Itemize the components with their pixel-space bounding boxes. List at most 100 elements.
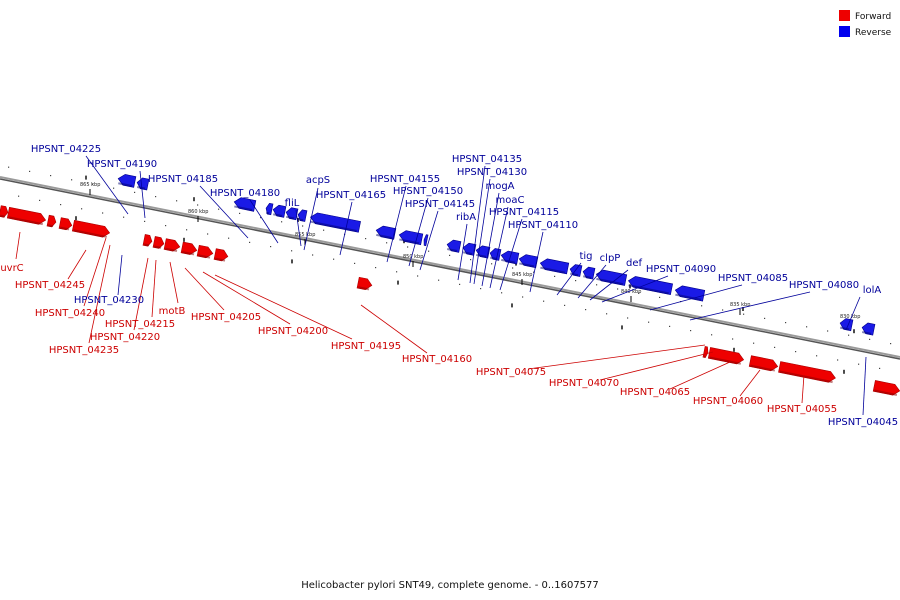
gene-body xyxy=(152,236,165,249)
tick-dot xyxy=(113,187,115,189)
tick-dot xyxy=(207,233,209,235)
tick-dot xyxy=(638,292,640,294)
forward-gene xyxy=(6,206,47,226)
reverse-gene xyxy=(297,209,308,222)
reverse-gene-label: HPSNT_04190 xyxy=(87,159,157,170)
tick-dot xyxy=(491,263,493,265)
forward-gene-label-leader xyxy=(83,237,107,307)
forward-gene-label: HPSNT_04055 xyxy=(767,404,837,415)
reverse-gene-label: HPSNT_04110 xyxy=(508,220,578,231)
tick-dot xyxy=(606,313,608,315)
reverse-gene-label-leader xyxy=(408,197,429,267)
gene-shadow xyxy=(73,229,107,238)
reverse-gene-label: def xyxy=(626,258,643,269)
reverse-gene xyxy=(500,250,520,265)
gene-shadow xyxy=(234,205,253,211)
gene-shadow xyxy=(60,226,70,231)
gene-body xyxy=(0,205,9,218)
reverse-gene-label: HPSNT_04045 xyxy=(828,417,898,428)
tick-dot xyxy=(197,204,199,206)
tick-dot xyxy=(890,343,892,345)
gene-shadow xyxy=(8,216,43,226)
reverse-gene-label-leader xyxy=(139,170,146,219)
gene-shadow xyxy=(840,326,850,331)
gene-shadow xyxy=(709,356,742,365)
reverse-gene-label: ribA xyxy=(456,212,476,223)
tick-dot xyxy=(134,191,136,193)
gene-shadow xyxy=(463,251,473,255)
reverse-gene-label-leader xyxy=(85,155,129,215)
reverse-gene xyxy=(272,204,287,218)
forward-gene-label: HPSNT_04065 xyxy=(620,387,690,398)
gene-shadow xyxy=(273,213,283,217)
gene-body xyxy=(213,248,229,262)
tick-dots xyxy=(8,166,892,374)
tick-dot xyxy=(29,170,31,172)
legend-reverse-label: Reverse xyxy=(855,28,892,38)
forward-gene-label: motB xyxy=(159,306,186,317)
reverse-gene-label-leader xyxy=(295,209,302,247)
forward-gene-label-leader xyxy=(202,271,291,325)
forward-gene-label: HPSNT_04195 xyxy=(331,341,401,352)
tick-dot xyxy=(186,229,188,231)
tick-dot xyxy=(176,200,178,202)
gene-shadow xyxy=(215,257,226,262)
gene-body xyxy=(142,234,153,247)
gene-shadow xyxy=(118,182,133,187)
reverse-gene-label: fliL xyxy=(285,198,300,209)
tick-dot xyxy=(648,321,650,323)
forward-gene-label: HPSNT_04245 xyxy=(15,280,85,291)
gene-shadow xyxy=(137,186,146,190)
forward-gene-label: HPSNT_04205 xyxy=(191,312,261,323)
forward-gene-label-leader xyxy=(669,361,731,390)
forward-gene-label-leader xyxy=(739,369,761,397)
gene-shadow xyxy=(376,233,393,239)
forward-gene-label: HPSNT_04075 xyxy=(476,367,546,378)
tick-dot xyxy=(575,280,577,282)
kbp-ticks: 865 kbp 860 kbp 855 kbp 850 kbp 845 kbp 840 k… xyxy=(80,182,860,327)
reverse-gene-label: HPSNT_04155 xyxy=(370,174,440,185)
forward-gene-label: uvrC xyxy=(0,263,23,274)
gene-body xyxy=(163,238,181,252)
reverse-gene-label: acpS xyxy=(306,175,330,186)
reverse-gene-label-leader xyxy=(689,291,811,321)
gene-shadow xyxy=(703,355,706,358)
gene-shadow xyxy=(628,284,669,295)
gene-body xyxy=(180,241,198,255)
tick-dot xyxy=(585,309,587,311)
gene-body xyxy=(356,276,373,290)
reverse-gene xyxy=(285,207,299,221)
forward-gene-label-leader xyxy=(151,259,157,318)
tick-dot xyxy=(71,179,73,181)
forward-gene xyxy=(152,236,165,249)
reverse-gene-label: HPSNT_04150 xyxy=(393,186,463,197)
tick-dot xyxy=(375,267,377,269)
tick-dot xyxy=(228,237,230,239)
tick-label: 865 kbp xyxy=(80,182,100,188)
tick-dot xyxy=(827,330,829,332)
gene-shadow xyxy=(297,218,304,222)
tick-label: 855 kbp xyxy=(295,232,315,238)
tick-dot xyxy=(806,326,808,328)
forward-gene-label: HPSNT_04060 xyxy=(693,396,763,407)
axis-line-top xyxy=(0,176,900,358)
gene-body xyxy=(265,202,274,216)
forward-gene xyxy=(71,219,111,238)
reverse-gene-label: HPSNT_04185 xyxy=(148,174,218,185)
forward-gene-label-leader xyxy=(67,249,87,280)
tick-dot xyxy=(690,330,692,332)
reverse-gene xyxy=(518,254,539,269)
tick-dot xyxy=(165,225,167,227)
tick-dot xyxy=(333,258,335,260)
reverse-gene-label-leader xyxy=(489,206,509,289)
reverse-gene-label: tig xyxy=(579,251,592,262)
tick-dot xyxy=(312,254,314,256)
tick-dot xyxy=(417,275,419,277)
reverse-gene xyxy=(674,285,706,302)
forward-gene xyxy=(213,248,229,262)
tick-dot xyxy=(365,238,367,240)
reverse-gene xyxy=(265,202,274,216)
gene-shadow xyxy=(874,389,898,396)
gene-shadow xyxy=(540,266,566,274)
reverse-gene-label: HPSNT_04115 xyxy=(489,207,559,218)
